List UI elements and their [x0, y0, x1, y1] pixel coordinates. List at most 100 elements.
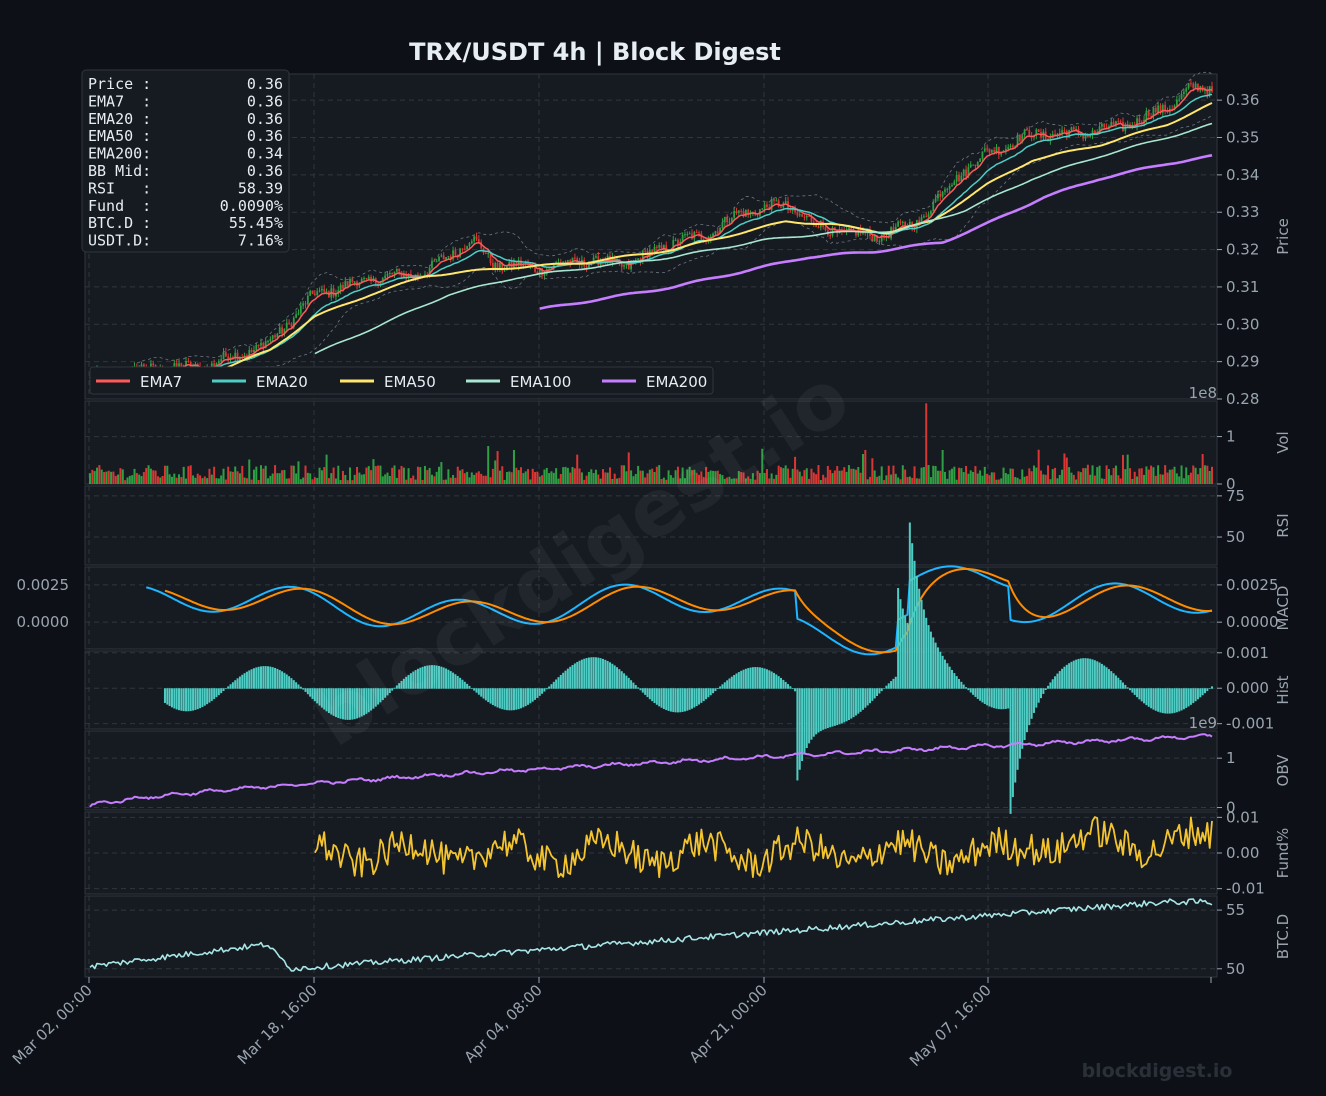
histogram-bar	[674, 688, 677, 713]
volume-bar	[480, 473, 483, 484]
histogram-bar	[587, 657, 590, 689]
histogram-bar	[428, 665, 431, 689]
histogram-bar	[601, 658, 604, 689]
volume-bar	[489, 477, 492, 484]
volume-bar	[915, 478, 918, 484]
histogram-bar	[1018, 688, 1021, 759]
histogram-bar	[1114, 675, 1117, 689]
scale-offset-label: 1e8	[1189, 384, 1217, 402]
histogram-bar	[208, 688, 211, 703]
histogram-bar	[194, 688, 197, 710]
candle-body	[489, 252, 492, 264]
histogram-bar	[1086, 658, 1089, 689]
histogram-bar	[555, 679, 558, 689]
volume-bar	[911, 477, 914, 484]
histogram-bar	[958, 679, 961, 689]
histogram-bar	[1096, 661, 1099, 689]
histogram-bar	[646, 688, 649, 698]
volume-bar	[292, 465, 295, 484]
candle-body	[1164, 104, 1167, 111]
histogram-bar	[927, 625, 930, 689]
candle-body	[780, 206, 782, 208]
volume-bar	[1063, 453, 1066, 484]
histogram-bar	[241, 674, 244, 689]
volume-bar	[536, 471, 539, 484]
histogram-bar	[1047, 685, 1050, 689]
volume-bar	[737, 471, 740, 484]
volume-bar	[641, 470, 644, 484]
volume-bar	[1016, 477, 1019, 484]
candle-body	[995, 146, 998, 153]
volume-bar	[934, 466, 937, 484]
candle-body	[742, 211, 745, 217]
candle-body	[435, 261, 438, 263]
candle-body	[271, 335, 274, 340]
histogram-bar	[850, 688, 853, 719]
volume-bar	[487, 446, 490, 484]
volume-bar	[637, 465, 640, 484]
candle-body	[236, 352, 239, 360]
histogram-bar	[1051, 679, 1054, 689]
volume-bar	[1058, 474, 1061, 484]
volume-bar	[1098, 465, 1101, 484]
signal-line	[164, 568, 1213, 654]
candle-body	[1011, 145, 1014, 148]
candle-body	[1171, 108, 1174, 110]
histogram-bar	[508, 688, 511, 711]
candle-body	[927, 214, 930, 217]
volume-bar	[449, 477, 452, 484]
candle-body	[276, 333, 279, 338]
volume-bar	[1061, 469, 1064, 484]
histogram-bar	[1040, 688, 1043, 699]
histogram-bar	[1089, 658, 1092, 689]
candle-body	[339, 284, 342, 291]
candle-body	[342, 284, 344, 289]
candle-body	[306, 295, 309, 305]
histogram-bar	[316, 688, 319, 704]
volume-bar	[550, 471, 553, 484]
volume-bar	[1096, 467, 1099, 484]
volume-bar	[524, 471, 527, 484]
volume-bar	[939, 470, 942, 484]
histogram-bar	[1016, 688, 1019, 770]
histogram-bar	[447, 669, 450, 689]
histogram-bar	[979, 688, 982, 701]
volume-bar	[559, 474, 562, 484]
volume-bar	[473, 474, 476, 484]
candle-body	[901, 221, 904, 223]
candle-body	[595, 256, 597, 258]
histogram-bar	[962, 684, 965, 689]
histogram-bar	[1192, 688, 1195, 704]
histogram-bar	[915, 575, 918, 689]
candle-body	[1145, 110, 1148, 120]
candle-body	[1154, 107, 1157, 112]
ema50-line	[202, 102, 1213, 378]
histogram-bar	[512, 688, 515, 711]
volume-bar	[1211, 466, 1213, 484]
histogram-bar	[1147, 688, 1150, 707]
candle-body	[728, 221, 731, 223]
candle-body	[1084, 134, 1087, 139]
histogram-bar	[688, 688, 691, 710]
candle-body	[1054, 134, 1056, 136]
candle-body	[220, 359, 223, 362]
candle-body	[988, 148, 991, 153]
candle-body	[349, 279, 351, 287]
volume-bar	[173, 473, 176, 484]
histogram-bar	[899, 599, 902, 689]
candle-body	[691, 233, 693, 239]
y-tick-label: 0.01	[1226, 808, 1259, 826]
volume-bar	[271, 473, 274, 484]
histogram-bar	[1030, 688, 1033, 719]
volume-bar	[1173, 466, 1176, 484]
volume-bar	[1175, 473, 1178, 484]
volume-bar	[138, 474, 141, 484]
histogram-bar	[1178, 688, 1181, 712]
info-label: RSI :	[88, 179, 151, 197]
y-tick-label: 0.30	[1226, 315, 1259, 333]
candle-body	[883, 232, 885, 238]
histogram-bar	[784, 681, 787, 689]
histogram-bar	[363, 688, 366, 716]
candle-body	[545, 269, 548, 274]
histogram-bar	[946, 663, 949, 689]
